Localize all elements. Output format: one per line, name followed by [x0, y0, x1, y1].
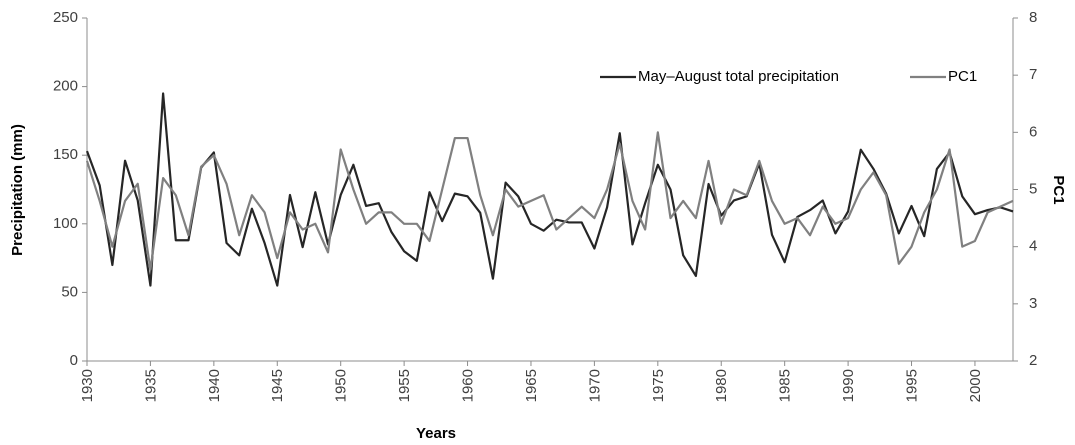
y-axis-title: Precipitation (mm)	[9, 124, 26, 256]
y2-tick-label: 5	[1029, 180, 1037, 197]
x-tick-label: 1945	[269, 369, 286, 402]
x-tick-label: 1985	[777, 369, 794, 402]
y2-tick-label: 3	[1029, 295, 1037, 312]
y-tick-label: 50	[61, 283, 78, 300]
y-tick-label: 200	[53, 78, 78, 95]
x-tick-label: 1975	[650, 369, 667, 402]
x-tick-label: 1970	[586, 369, 603, 402]
y-tick-label: 150	[53, 146, 78, 163]
y2-tick-label: 8	[1029, 9, 1037, 26]
x-tick-label: 1990	[840, 369, 857, 402]
legend-label: PC1	[948, 68, 977, 85]
y2-tick-label: 6	[1029, 123, 1037, 140]
x-tick-label: 1965	[523, 369, 540, 402]
y-tick-label: 250	[53, 9, 78, 26]
y2-tick-label: 4	[1029, 238, 1037, 255]
y-tick-label: 0	[70, 352, 78, 369]
x-tick-label: 1995	[903, 369, 920, 402]
y2-tick-label: 2	[1029, 352, 1037, 369]
x-tick-label: 1935	[142, 369, 159, 402]
x-tick-label: 1960	[460, 369, 477, 402]
x-tick-label: 1980	[713, 369, 730, 402]
legend-label: May–August total precipitation	[638, 68, 839, 85]
y2-tick-label: 7	[1029, 66, 1037, 83]
x-tick-label: 1930	[79, 369, 96, 402]
data-line	[85, 131, 1014, 271]
x-tick-label: 1940	[206, 369, 223, 402]
x-tick-label: 1955	[396, 369, 413, 402]
x-tick-label: 1950	[333, 369, 350, 402]
x-tick-label: 2000	[967, 369, 984, 402]
data-line	[85, 92, 1014, 287]
y-tick-label: 100	[53, 215, 78, 232]
x-axis-title: Years	[416, 425, 456, 442]
y2-axis-title: PC1	[1050, 175, 1067, 204]
